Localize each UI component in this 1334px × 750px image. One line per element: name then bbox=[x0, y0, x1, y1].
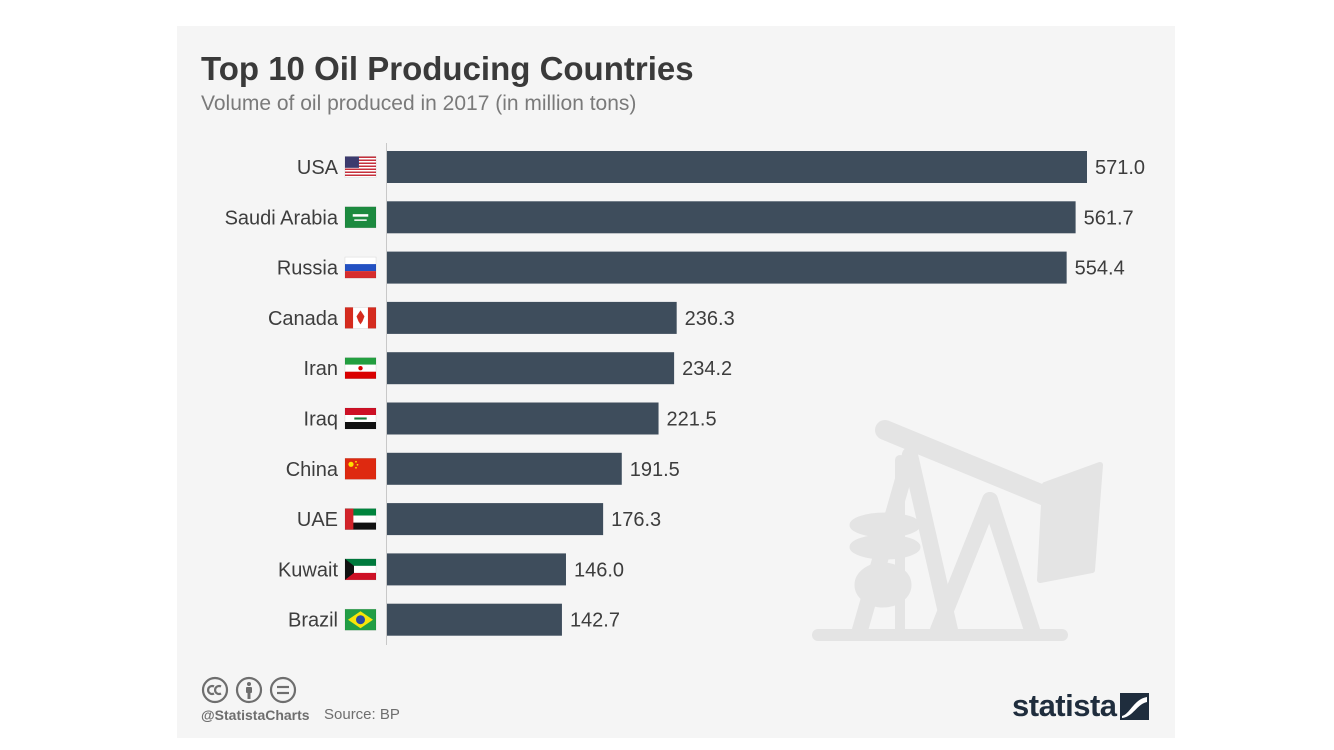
bar-saudi-arabia bbox=[387, 201, 1076, 234]
category-label: China bbox=[286, 459, 339, 481]
statista-logo: statista bbox=[1012, 688, 1117, 723]
bar-usa bbox=[387, 151, 1087, 183]
source-note: Source: BP bbox=[324, 706, 400, 723]
value-label: 221.5 bbox=[667, 409, 717, 431]
value-label: 234.2 bbox=[682, 358, 732, 380]
oil-pump-icon bbox=[812, 420, 1103, 641]
value-label: 554.4 bbox=[1075, 258, 1125, 280]
bar-canada bbox=[387, 301, 677, 334]
value-label: 176.3 bbox=[611, 509, 661, 531]
category-label: Saudi Arabia bbox=[225, 207, 339, 229]
bar-brazil bbox=[387, 603, 562, 636]
category-label: Iran bbox=[304, 358, 338, 380]
category-label: Canada bbox=[268, 308, 339, 330]
bar-iraq bbox=[387, 402, 659, 435]
flag-iraq-icon bbox=[344, 407, 377, 430]
flag-russia-icon bbox=[344, 256, 377, 279]
statista-logo-icon bbox=[1120, 693, 1149, 720]
flag-brazil-icon bbox=[344, 608, 377, 631]
chart-subtitle: Volume of oil produced in 2017 (in milli… bbox=[201, 92, 637, 115]
category-label: Russia bbox=[277, 258, 339, 280]
value-label: 191.5 bbox=[630, 459, 680, 481]
flag-kuwait-icon bbox=[344, 558, 377, 581]
chart-card bbox=[177, 26, 1175, 738]
value-label: 146.0 bbox=[574, 559, 624, 581]
bar-china bbox=[387, 452, 622, 485]
category-label: UAE bbox=[297, 509, 338, 531]
flag-canada-icon bbox=[344, 307, 377, 329]
bar-russia bbox=[387, 251, 1067, 284]
flag-china-icon bbox=[344, 457, 377, 480]
value-label: 571.0 bbox=[1095, 157, 1145, 179]
twitter-handle: @StatistaCharts bbox=[201, 707, 310, 723]
flag-usa-icon bbox=[344, 156, 377, 178]
value-label: 561.7 bbox=[1084, 207, 1134, 229]
person-icon bbox=[235, 676, 263, 704]
equals-icon bbox=[269, 676, 297, 704]
bar-iran bbox=[387, 352, 675, 385]
category-label: Kuwait bbox=[278, 559, 338, 581]
flag-saudi-arabia-icon bbox=[344, 206, 377, 229]
flag-iran-icon bbox=[344, 357, 377, 380]
category-label: USA bbox=[297, 157, 339, 179]
bar-uae bbox=[387, 503, 604, 536]
license-icons bbox=[201, 676, 297, 704]
bar-kuwait bbox=[387, 553, 566, 586]
value-label: 142.7 bbox=[570, 610, 620, 632]
category-label: Brazil bbox=[288, 610, 338, 632]
chart-title: Top 10 Oil Producing Countries bbox=[201, 50, 694, 87]
category-label: Iraq bbox=[304, 409, 338, 431]
flag-uae-icon bbox=[344, 508, 377, 530]
cc-icon bbox=[201, 676, 229, 704]
value-label: 236.3 bbox=[685, 308, 735, 330]
